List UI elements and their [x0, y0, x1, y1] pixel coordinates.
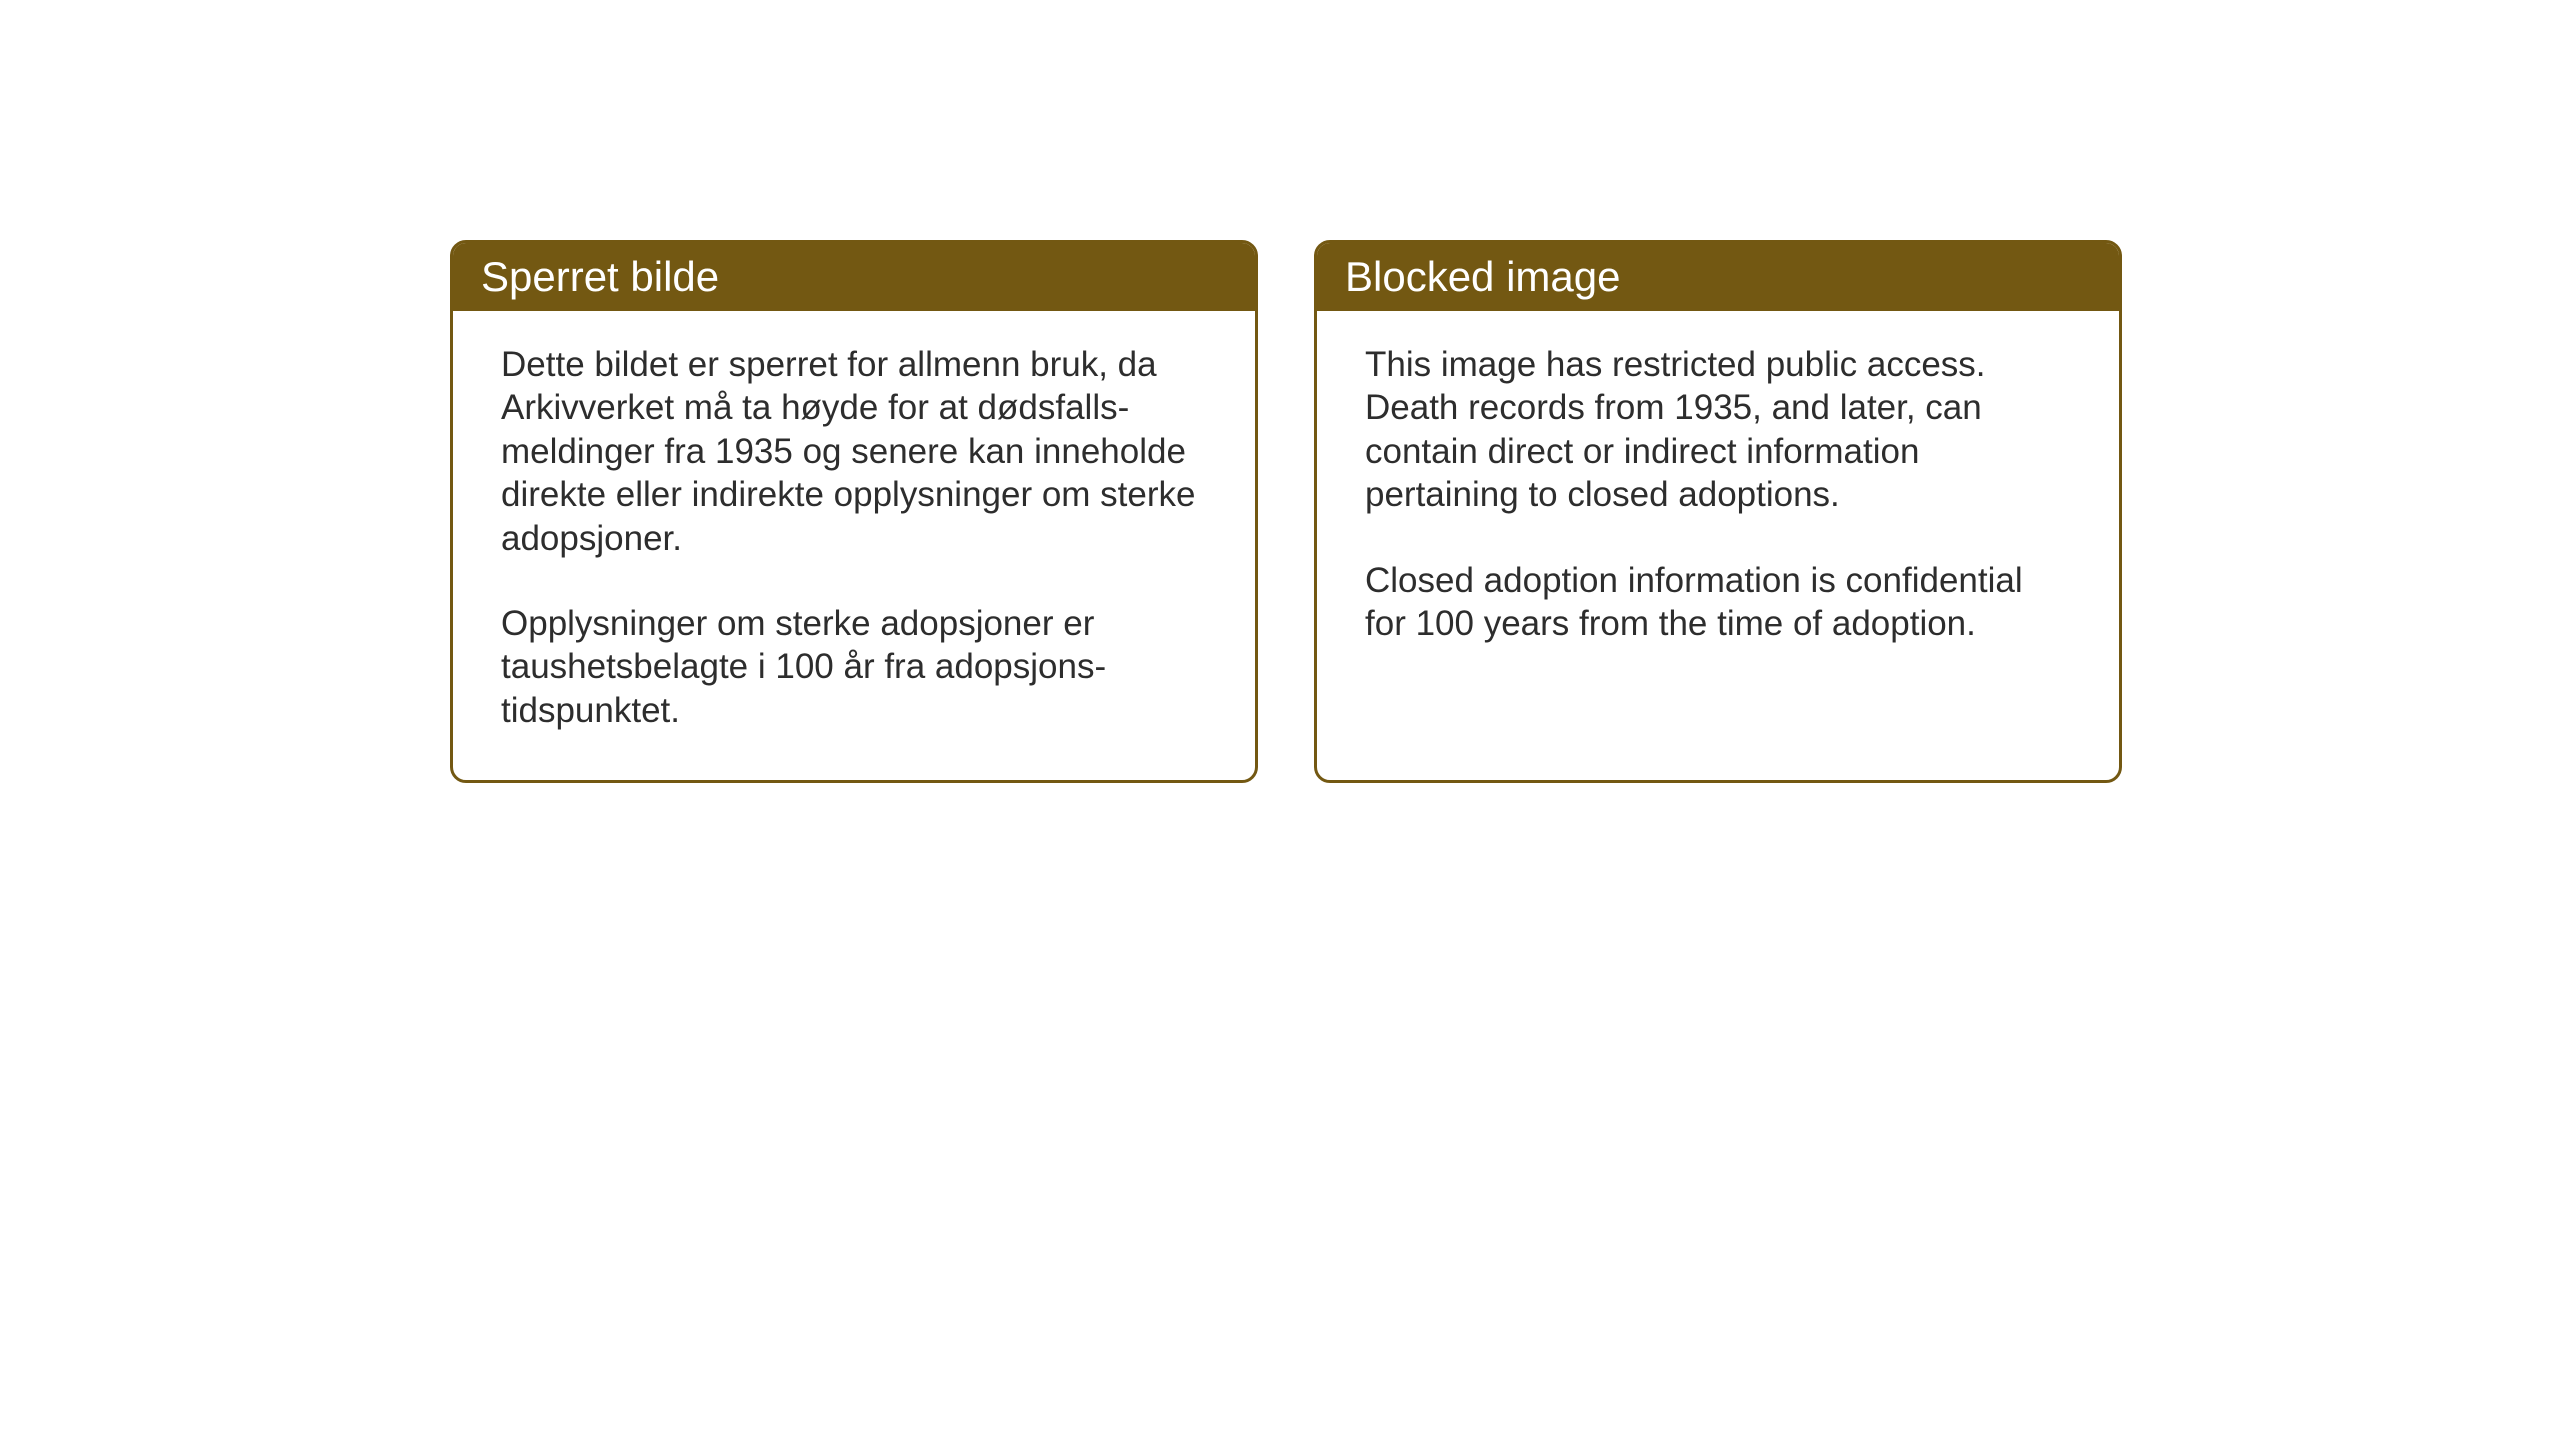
card-norwegian: Sperret bilde Dette bildet er sperret fo… [450, 240, 1258, 783]
card-title-norwegian: Sperret bilde [481, 253, 719, 300]
card-english: Blocked image This image has restricted … [1314, 240, 2122, 783]
card-header-english: Blocked image [1317, 243, 2119, 311]
card-header-norwegian: Sperret bilde [453, 243, 1255, 311]
card-title-english: Blocked image [1345, 253, 1620, 300]
card-body-norwegian: Dette bildet er sperret for allmenn bruk… [453, 311, 1255, 780]
card-paragraph-norwegian-1: Dette bildet er sperret for allmenn bruk… [501, 343, 1207, 560]
card-paragraph-english-1: This image has restricted public access.… [1365, 343, 2071, 517]
cards-container: Sperret bilde Dette bildet er sperret fo… [450, 240, 2122, 783]
card-paragraph-english-2: Closed adoption information is confident… [1365, 559, 2071, 646]
card-body-english: This image has restricted public access.… [1317, 311, 2119, 693]
card-paragraph-norwegian-2: Opplysninger om sterke adopsjoner er tau… [501, 602, 1207, 732]
